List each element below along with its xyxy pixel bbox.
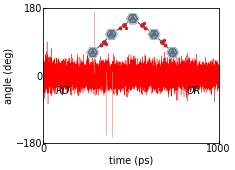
Y-axis label: angle (deg): angle (deg): [4, 48, 14, 104]
Text: OR: OR: [187, 86, 201, 96]
Text: RO: RO: [55, 86, 70, 96]
X-axis label: time (ps): time (ps): [109, 156, 153, 166]
